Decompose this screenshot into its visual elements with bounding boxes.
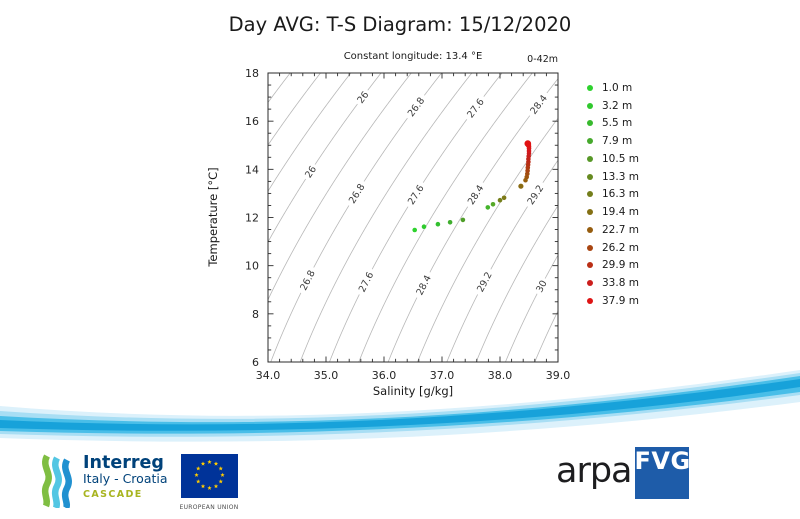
interreg-text-block: Interreg Italy - Croatia CASCADE xyxy=(83,454,168,500)
svg-text:10: 10 xyxy=(245,260,259,273)
svg-text:28.4: 28.4 xyxy=(414,273,433,297)
density-contour-labels: 262626.826.826.827.627.627.628.428.428.4… xyxy=(294,86,553,301)
arpa-region-label: FVG xyxy=(634,447,691,475)
wave-band-deep xyxy=(0,379,800,431)
legend-label: 10.5 m xyxy=(602,152,639,165)
eu-flag-icon xyxy=(180,454,238,498)
ribbon-green xyxy=(41,454,52,508)
legend-label: 3.2 m xyxy=(602,99,633,112)
arpa-region-box: FVG xyxy=(634,447,691,499)
legend-item: 26.2 m xyxy=(587,239,639,257)
legend-item: 3.2 m xyxy=(587,97,639,115)
svg-text:12: 12 xyxy=(245,212,259,225)
axis-ticks xyxy=(267,72,559,363)
depth-range-label: 0-42m xyxy=(527,54,558,65)
interreg-logo: Interreg Italy - Croatia CASCADE EUROPEA… xyxy=(40,454,239,511)
legend-dot-icon xyxy=(587,280,593,287)
svg-text:16: 16 xyxy=(245,115,259,128)
legend-item: 1.0 m xyxy=(587,79,639,97)
legend-label: 7.9 m xyxy=(602,135,633,148)
svg-text:38.0: 38.0 xyxy=(488,369,513,382)
legend-item: 33.8 m xyxy=(587,274,639,292)
legend-dot-icon xyxy=(587,262,593,269)
legend-item: 37.9 m xyxy=(587,292,639,310)
legend-dot-icon xyxy=(587,138,593,145)
legend-dot-icon xyxy=(587,173,593,180)
legend-dot-icon xyxy=(587,191,593,198)
svg-text:34.0: 34.0 xyxy=(256,369,281,382)
legend-item: 13.3 m xyxy=(587,168,639,186)
legend-dot-icon xyxy=(587,84,593,91)
interreg-project-name: CASCADE xyxy=(83,488,143,500)
svg-text:37.0: 37.0 xyxy=(430,369,455,382)
svg-text:39.0: 39.0 xyxy=(546,369,571,382)
svg-text:29.2: 29.2 xyxy=(475,270,495,294)
legend-item: 29.9 m xyxy=(587,257,639,275)
wave-band-light xyxy=(0,373,800,437)
legend-label: 29.9 m xyxy=(602,259,639,272)
legend-dot-icon xyxy=(587,155,593,162)
chart-subtitle: Constant longitude: 13.4 °E xyxy=(343,51,483,62)
x-axis-label: Salinity [g/kg] xyxy=(372,384,454,398)
svg-text:6: 6 xyxy=(252,356,259,369)
legend-label: 13.3 m xyxy=(602,170,639,183)
legend-label: 5.5 m xyxy=(602,117,633,130)
depth-legend: 1.0 m 3.2 m 5.5 m 7.9 m 10.5 m 13.3 m 16.3 m 19… xyxy=(587,79,639,310)
arpa-fvg-logo: arpa FVG xyxy=(556,447,691,499)
legend-dot-icon xyxy=(587,120,593,127)
legend-dot-icon xyxy=(587,102,593,109)
y-axis-label: Temperature [°C] xyxy=(206,167,220,267)
legend-label: 1.0 m xyxy=(602,81,633,94)
interreg-wave-icon xyxy=(41,454,72,508)
legend-item: 19.4 m xyxy=(587,203,639,221)
legend-label: 26.2 m xyxy=(602,241,639,254)
legend-dot-icon xyxy=(587,226,593,233)
svg-text:36.0: 36.0 xyxy=(372,369,397,382)
legend-item: 7.9 m xyxy=(587,132,639,150)
legend-label: 19.4 m xyxy=(602,206,639,219)
legend-label: 33.8 m xyxy=(602,277,639,290)
svg-text:30: 30 xyxy=(534,279,549,295)
eu-caption: EUROPEAN UNION xyxy=(179,504,239,511)
svg-text:8: 8 xyxy=(252,308,259,321)
legend-label: 16.3 m xyxy=(602,188,639,201)
interreg-program-name: Italy - Croatia xyxy=(83,471,168,487)
ribbon-teal xyxy=(51,456,62,508)
svg-text:18: 18 xyxy=(245,67,259,80)
interreg-brand-name: Interreg xyxy=(83,453,164,473)
legend-label: 37.9 m xyxy=(602,294,639,307)
svg-text:27.6: 27.6 xyxy=(357,270,376,294)
ts-profile-points xyxy=(412,140,532,233)
axis-tick-labels: 34.0 35.0 36.0 37.0 38.0 39.0 6 8 10 12 14 16 18 xyxy=(245,67,570,382)
eu-flag-block: EUROPEAN UNION xyxy=(180,454,239,511)
svg-text:14: 14 xyxy=(245,163,259,176)
legend-item: 22.7 m xyxy=(587,221,639,239)
eu-flag-stars xyxy=(193,459,225,490)
legend-item: 10.5 m xyxy=(587,150,639,168)
page-title: Day AVG: T-S Diagram: 15/12/2020 xyxy=(228,13,572,36)
svg-text:35.0: 35.0 xyxy=(314,369,339,382)
legend-item: 16.3 m xyxy=(587,186,639,204)
ribbon-blue xyxy=(61,458,72,508)
legend-dot-icon xyxy=(587,244,593,251)
legend-item: 5.5 m xyxy=(587,115,639,133)
legend-label: 22.7 m xyxy=(602,223,639,236)
legend-dot-icon xyxy=(587,209,593,216)
arpa-wordmark: arpa xyxy=(556,451,633,491)
svg-text:26.8: 26.8 xyxy=(298,269,317,293)
legend-dot-icon xyxy=(587,297,593,304)
